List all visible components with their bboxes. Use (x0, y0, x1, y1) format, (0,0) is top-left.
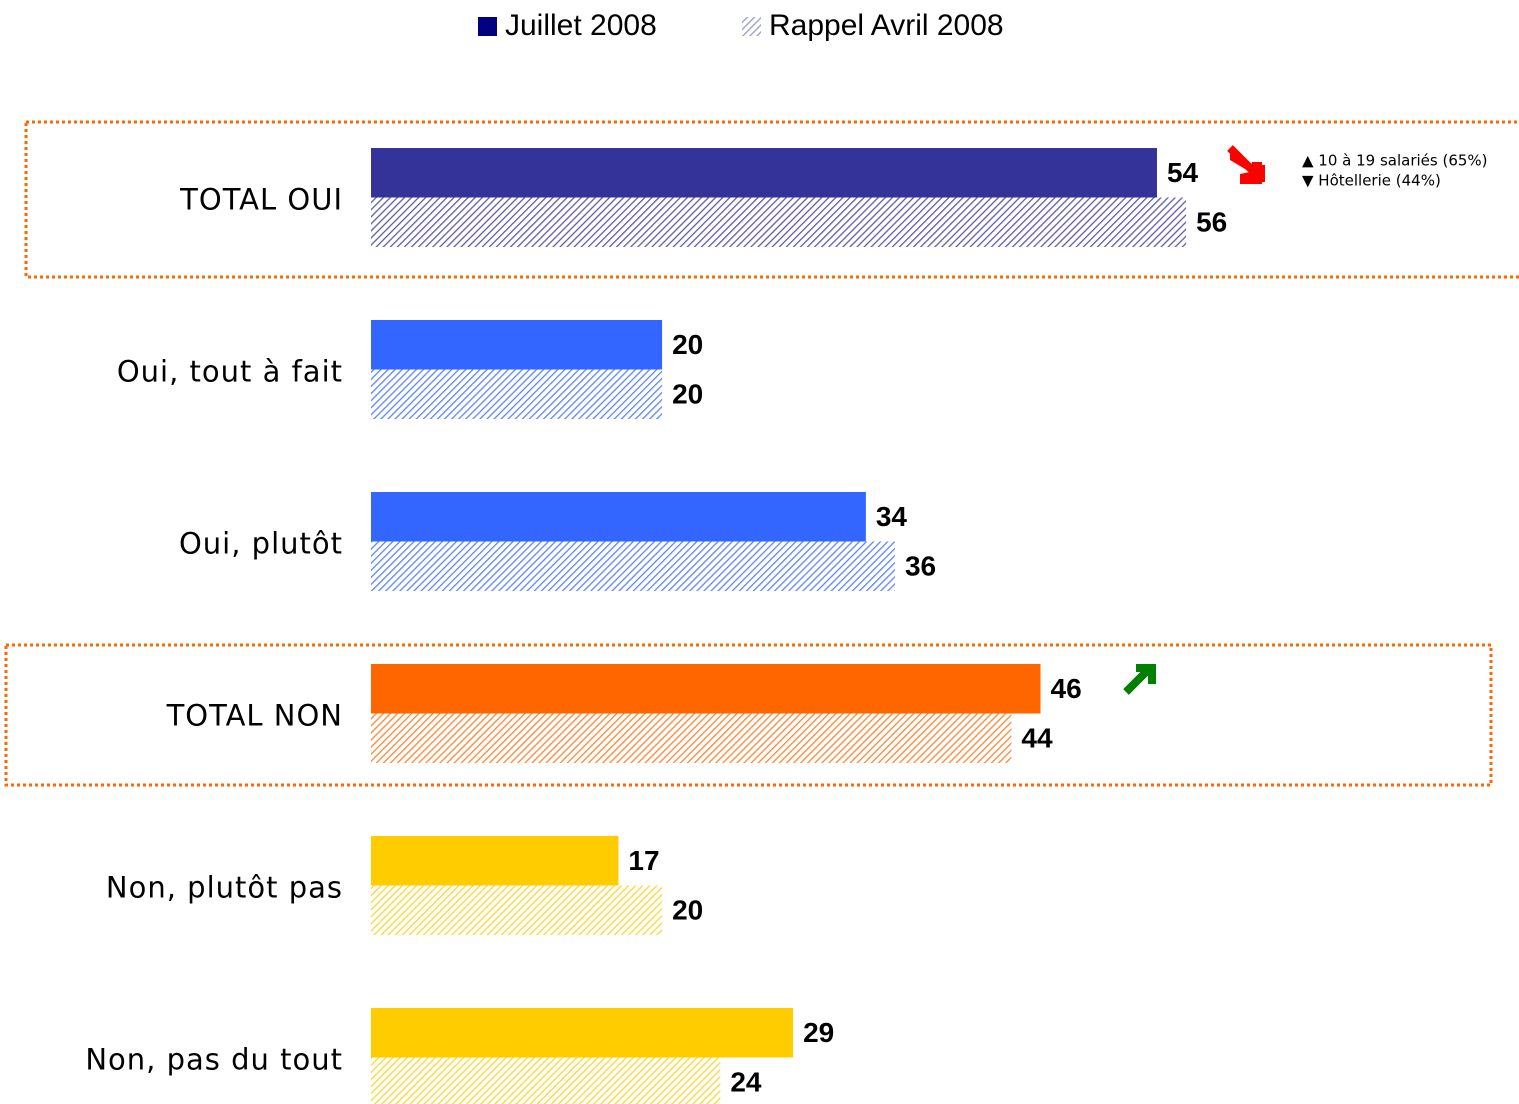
value-label: 20 (672, 895, 703, 926)
bar (371, 885, 663, 935)
value-label: 20 (672, 379, 703, 410)
category-label: TOTAL OUI (179, 183, 343, 217)
category-label: Non, pas du tout (85, 1043, 343, 1077)
category-label: Non, plutôt pas (106, 871, 343, 905)
annotation: ▲ 10 à 19 salariés (65%) (1302, 152, 1488, 170)
value-label: 20 (672, 329, 703, 360)
category-label: Oui, tout à fait (117, 355, 343, 389)
highlight-box (4, 643, 1493, 787)
value-label: 34 (876, 501, 908, 532)
value-label: 36 (905, 551, 936, 582)
bar (371, 197, 1187, 247)
annotation: ▼ Hôtellerie (44%) (1302, 172, 1441, 190)
legend-swatch (478, 17, 497, 36)
legend-swatch (742, 17, 761, 36)
value-label: 46 (1051, 673, 1082, 704)
trend-up-arrow (1123, 664, 1156, 695)
legend-label: Rappel Avril 2008 (769, 9, 1004, 42)
value-label: 29 (803, 1017, 834, 1048)
value-label: 44 (1021, 723, 1053, 754)
value-label: 17 (628, 845, 659, 876)
bar (371, 1008, 794, 1058)
trend-down-arrow (1227, 145, 1265, 182)
bar (371, 320, 663, 370)
bar (371, 664, 1041, 714)
bar (371, 492, 866, 542)
bar (371, 369, 663, 419)
highlight-box (24, 120, 1519, 279)
value-label: 54 (1167, 157, 1199, 188)
bar (371, 148, 1157, 198)
bar (371, 713, 1012, 763)
bar (371, 1057, 721, 1104)
legend-label: Juillet 2008 (505, 9, 657, 42)
category-label: Oui, plutôt (179, 527, 343, 561)
value-label: 56 (1196, 207, 1227, 238)
category-label: TOTAL NON (166, 699, 343, 733)
value-label: 24 (730, 1067, 762, 1098)
bar (371, 541, 895, 591)
bar (371, 836, 619, 886)
